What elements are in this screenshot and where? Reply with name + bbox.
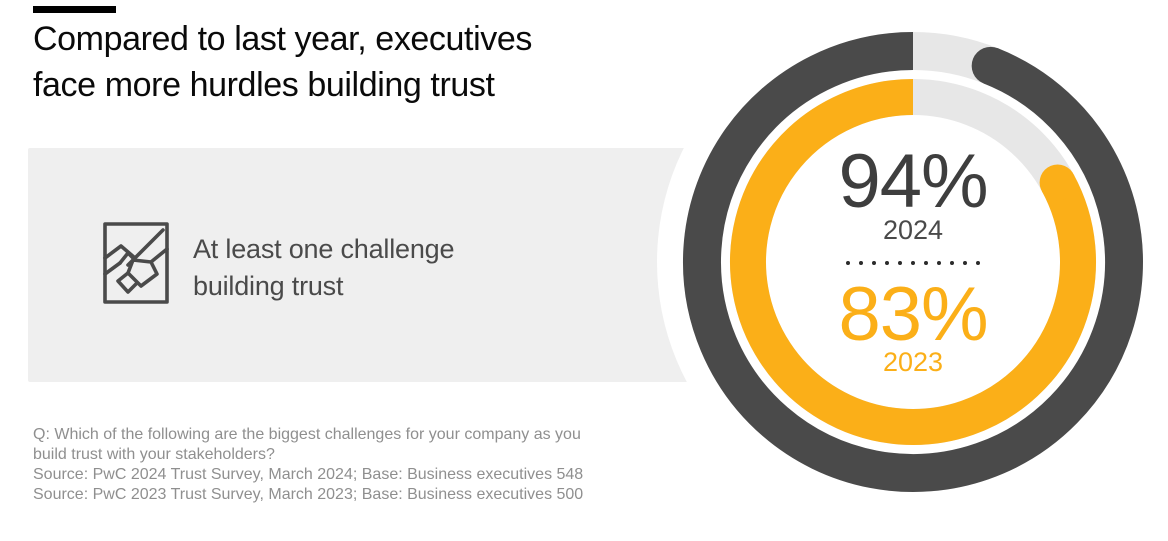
callout-content: At least one challenge building trust [103, 222, 454, 305]
footnote-question-line-2: build trust with your stakeholders? [33, 446, 275, 463]
footnote: Q: Which of the following are the bigges… [33, 425, 673, 505]
callout-label: At least one challenge building trust [193, 222, 454, 305]
dotted-separator [783, 261, 1043, 265]
page-title-line-1: Compared to last year, executives [33, 20, 532, 58]
footnote-question-line-1: Q: Which of the following are the bigges… [33, 426, 581, 443]
donut-chart [683, 32, 1143, 492]
callout-label-line-2: building trust [193, 271, 344, 301]
value-2024: 94% [838, 139, 988, 224]
callout-panel [28, 148, 688, 382]
year-label-2024: 2024 [882, 215, 944, 245]
handshake-icon [103, 222, 169, 304]
footnote-source-2023: Source: PwC 2023 Trust Survey, March 202… [33, 486, 584, 503]
accent-dash [33, 6, 116, 13]
year-label-2023: 2023 [882, 347, 944, 377]
callout-label-line-1: At least one challenge [193, 234, 455, 264]
page-title-line-2: face more hurdles building trust [33, 66, 495, 104]
value-2023: 83% [838, 272, 988, 357]
footnote-source-2024: Source: PwC 2024 Trust Survey, March 202… [33, 466, 584, 483]
page-title: Compared to last year, executives face m… [33, 16, 673, 108]
